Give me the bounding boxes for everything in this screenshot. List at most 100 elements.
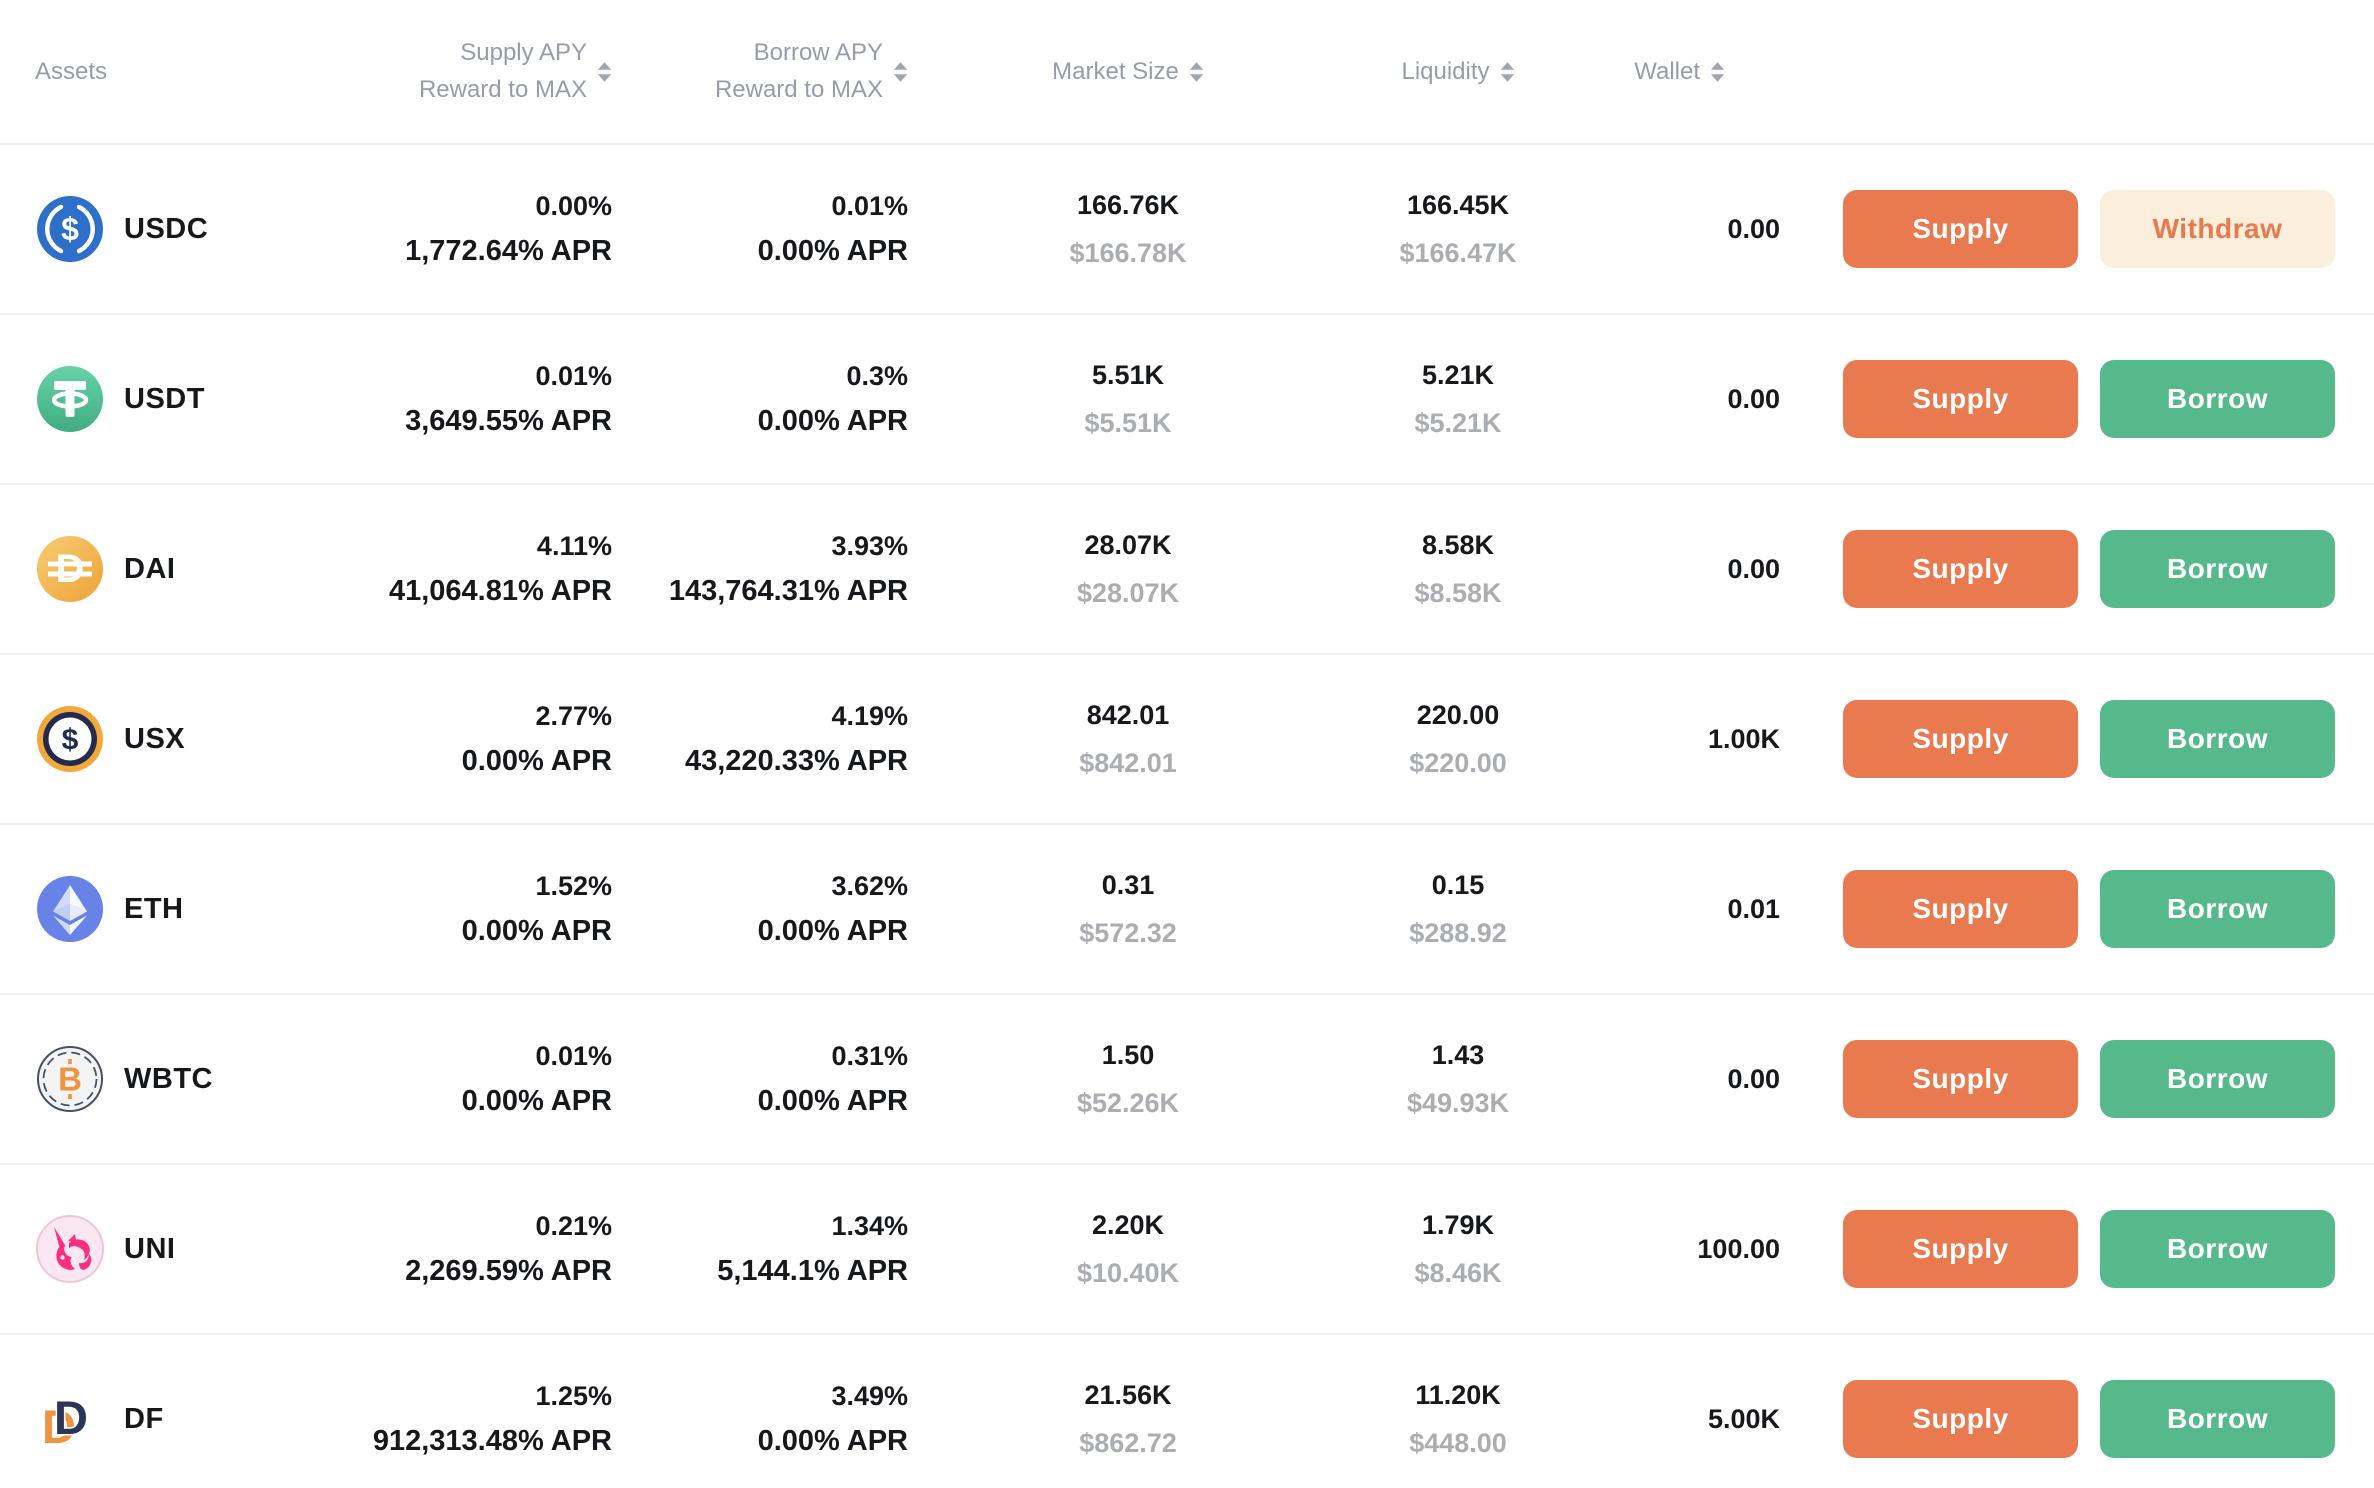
- asset-symbol-label: USDC: [124, 212, 209, 245]
- withdraw-button[interactable]: Withdraw: [2100, 190, 2335, 268]
- wallet-cell: 0.00: [1568, 554, 1780, 585]
- liquidity-usd-value: $288.92: [1409, 917, 1507, 948]
- wallet-cell: 1.00K: [1568, 724, 1780, 755]
- liquidity-cell: 5.21K $5.21K: [1348, 360, 1568, 439]
- market-size-cell: 5.51K $5.51K: [908, 360, 1348, 439]
- borrow-apy-value: 3.93%: [831, 530, 908, 561]
- row-actions: Supply Borrow: [1843, 700, 2374, 778]
- liquidity-cell: 8.58K $8.58K: [1348, 530, 1568, 609]
- market-size-value: 21.56K: [1084, 1379, 1172, 1410]
- asset-row: UNI 0.21% 2,269.59% APR 1.34% 5,144.1% A…: [0, 1165, 2374, 1335]
- supply-button[interactable]: Supply: [1843, 700, 2078, 778]
- wallet-cell: 0.00: [1568, 384, 1780, 415]
- supply-apy-value: 0.01%: [535, 360, 612, 391]
- asset-coin-icon: [35, 874, 105, 944]
- liquidity-usd-value: $448.00: [1409, 1427, 1507, 1458]
- asset-coin-icon: [35, 534, 105, 604]
- wallet-balance-value: 1.00K: [1707, 723, 1780, 754]
- wallet-cell: 5.00K: [1568, 1404, 1780, 1435]
- borrow-apy-value: 1.34%: [831, 1210, 908, 1241]
- liquidity-cell: 11.20K $448.00: [1348, 1380, 1568, 1459]
- supply-apy-cell: 1.25% 912,313.48% APR: [325, 1381, 612, 1458]
- market-size-usd-value: $5.51K: [1084, 407, 1172, 438]
- asset-coin-icon: [35, 1214, 105, 1284]
- borrow-reward-apr-value: 0.00% APR: [757, 404, 908, 437]
- liquidity-usd-value: $8.46K: [1414, 1257, 1502, 1288]
- market-size-header-label: Market Size: [1052, 57, 1179, 85]
- column-header-liquidity[interactable]: Liquidity: [1348, 58, 1568, 86]
- column-header-wallet[interactable]: Wallet: [1568, 58, 1780, 86]
- liquidity-value: 0.15: [1431, 869, 1485, 900]
- borrow-apy-cell: 3.93% 143,764.31% APR: [612, 531, 908, 608]
- borrow-button[interactable]: Borrow: [2100, 1210, 2335, 1288]
- borrow-button[interactable]: Borrow: [2100, 870, 2335, 948]
- supply-button[interactable]: Supply: [1843, 530, 2078, 608]
- borrow-apy-value: 3.49%: [831, 1380, 908, 1411]
- asset-row: ETH 1.52% 0.00% APR 3.62% 0.00% APR 0.31…: [0, 825, 2374, 995]
- asset-row: DF 1.25% 912,313.48% APR 3.49% 0.00% APR…: [0, 1335, 2374, 1488]
- borrow-button[interactable]: Borrow: [2100, 700, 2335, 778]
- supply-apy-cell: 0.21% 2,269.59% APR: [325, 1211, 612, 1288]
- market-size-value: 0.31: [1101, 869, 1155, 900]
- borrow-reward-apr-value: 143,764.31% APR: [668, 574, 908, 607]
- liquidity-cell: 220.00 $220.00: [1348, 700, 1568, 779]
- column-header-market-size[interactable]: Market Size: [908, 58, 1348, 86]
- supply-reward-apr-value: 41,064.81% APR: [388, 574, 612, 607]
- supply-apy-value: 0.01%: [535, 1040, 612, 1071]
- row-actions: Supply Withdraw: [1843, 190, 2374, 268]
- borrow-apy-value: 3.62%: [831, 870, 908, 901]
- asset-cell: UNI: [35, 1214, 325, 1284]
- sort-up-down-icon: [1189, 62, 1204, 82]
- supply-apy-cell: 1.52% 0.00% APR: [325, 871, 612, 948]
- borrow-apy-value: 4.19%: [831, 700, 908, 731]
- supply-apy-cell: 2.77% 0.00% APR: [325, 701, 612, 778]
- column-header-borrow-apy[interactable]: Borrow APY Reward to MAX: [612, 39, 908, 105]
- supply-apy-value: 4.11%: [536, 530, 612, 561]
- borrow-apy-value: 0.3%: [846, 360, 908, 391]
- asset-cell: USDT: [35, 364, 325, 434]
- supply-apy-value: 2.77%: [535, 700, 612, 731]
- borrow-apy-header-label: Borrow APY: [753, 38, 883, 66]
- market-size-cell: 2.20K $10.40K: [908, 1210, 1348, 1289]
- market-size-usd-value: $10.40K: [1076, 1257, 1180, 1288]
- supply-button[interactable]: Supply: [1843, 1380, 2078, 1458]
- borrow-button[interactable]: Borrow: [2100, 530, 2335, 608]
- liquidity-usd-value: $49.93K: [1406, 1087, 1510, 1118]
- column-header-supply-apy[interactable]: Supply APY Reward to MAX: [325, 39, 612, 105]
- supply-apy-cell: 0.01% 3,649.55% APR: [325, 361, 612, 438]
- asset-cell: USDC: [35, 194, 325, 264]
- borrow-button[interactable]: Borrow: [2100, 1380, 2335, 1458]
- supply-button[interactable]: Supply: [1843, 1210, 2078, 1288]
- borrow-button[interactable]: Borrow: [2100, 360, 2335, 438]
- market-size-usd-value: $862.72: [1079, 1427, 1177, 1458]
- liquidity-cell: 1.43 $49.93K: [1348, 1040, 1568, 1119]
- asset-row: USDC 0.00% 1,772.64% APR 0.01% 0.00% APR…: [0, 145, 2374, 315]
- asset-coin-icon: [35, 704, 105, 774]
- borrow-reward-apr-value: 43,220.33% APR: [684, 744, 908, 777]
- borrow-button[interactable]: Borrow: [2100, 1040, 2335, 1118]
- supply-button[interactable]: Supply: [1843, 360, 2078, 438]
- asset-coin-icon: [35, 364, 105, 434]
- market-size-usd-value: $572.32: [1079, 917, 1177, 948]
- row-actions: Supply Borrow: [1843, 1380, 2374, 1458]
- market-size-value: 28.07K: [1084, 529, 1172, 560]
- asset-coin-icon: [35, 194, 105, 264]
- supply-button[interactable]: Supply: [1843, 1040, 2078, 1118]
- wallet-balance-value: 100.00: [1697, 1233, 1780, 1264]
- asset-symbol-label: DF: [124, 1402, 164, 1435]
- supply-button[interactable]: Supply: [1843, 190, 2078, 268]
- asset-row: DAI 4.11% 41,064.81% APR 3.93% 143,764.3…: [0, 485, 2374, 655]
- borrow-apy-value: 0.01%: [831, 190, 908, 221]
- row-actions: Supply Borrow: [1843, 360, 2374, 438]
- market-size-cell: 166.76K $166.78K: [908, 190, 1348, 269]
- wallet-cell: 0.01: [1568, 894, 1780, 925]
- supply-apy-value: 0.21%: [535, 1210, 612, 1241]
- borrow-apy-cell: 1.34% 5,144.1% APR: [612, 1211, 908, 1288]
- wallet-balance-value: 0.00: [1727, 1063, 1780, 1094]
- borrow-apy-cell: 4.19% 43,220.33% APR: [612, 701, 908, 778]
- supply-button[interactable]: Supply: [1843, 870, 2078, 948]
- market-size-cell: 842.01 $842.01: [908, 700, 1348, 779]
- row-actions: Supply Borrow: [1843, 1040, 2374, 1118]
- borrow-reward-header-label: Reward to MAX: [714, 75, 883, 103]
- assets-header-label: Assets: [35, 57, 108, 85]
